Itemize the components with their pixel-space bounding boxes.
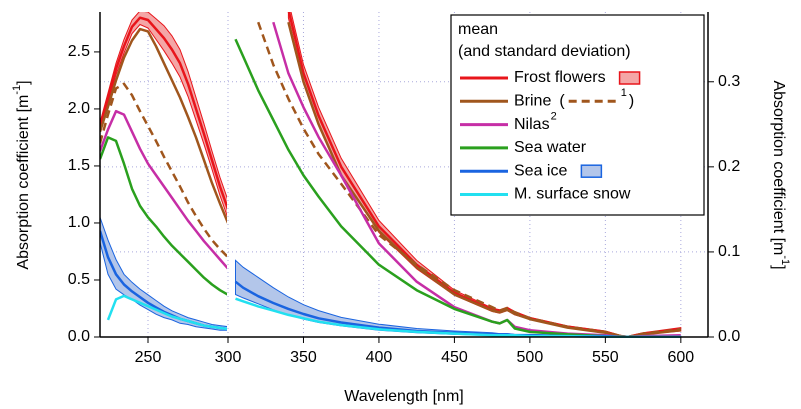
y-tick-label: 1.0 (68, 214, 90, 231)
series-line (100, 27, 227, 224)
x-tick-label: 400 (366, 349, 393, 366)
x-tick-label: 550 (592, 349, 619, 366)
y2-tick-label: 0.1 (718, 243, 740, 260)
y-tick-label: 2.0 (68, 100, 90, 117)
axis-label: Absorption coefficient [m-1] (770, 80, 791, 269)
series-line (100, 136, 227, 296)
x-tick-label: 450 (441, 349, 468, 366)
axis-label: Absorption coefficient [m-1] (11, 80, 32, 269)
x-tick-label: 300 (215, 349, 242, 366)
series-line (257, 21, 681, 338)
series-line (100, 109, 227, 270)
axis-label-text: Absorption coefficient [m (15, 95, 32, 270)
axis-label-exponent: -1 (11, 85, 23, 95)
y-tick-label: 0.5 (68, 271, 90, 288)
y2-tick-label: 0.2 (718, 158, 740, 175)
x-tick-label: 250 (135, 349, 162, 366)
x-tick-label: 600 (667, 349, 694, 366)
y-tick-label: 0.0 (68, 328, 90, 345)
legend-bracket: ( (559, 93, 565, 110)
std-band (235, 259, 682, 338)
left-panel (100, 12, 227, 331)
x-tick-label: 350 (290, 349, 317, 366)
axes: 250 300 0.0 0.5 1.0 1.5 2.0 2.5 Absorption coeff… (11, 12, 791, 405)
axis-label-exponent: -1 (779, 255, 791, 265)
legend-label: Brine (514, 93, 551, 110)
axis-label-text: ] (770, 265, 787, 269)
series-line (106, 294, 227, 331)
x-tick-label: 500 (517, 349, 544, 366)
legend-title: (and standard deviation) (458, 43, 631, 60)
x-axis-label: Wavelength [nm] (344, 388, 463, 405)
y2-tick-label: 0.0 (718, 328, 740, 345)
legend-bracket: ) (629, 93, 634, 110)
axis-label-text: Absorption coefficient [m (770, 80, 787, 255)
y-tick-label: 1.5 (68, 157, 90, 174)
series-line (100, 82, 227, 258)
y-tick-label: 2.5 (68, 43, 90, 60)
legend-label: Sea ice (514, 162, 567, 179)
legend-title: mean (458, 21, 498, 38)
legend-note: 2 (551, 111, 557, 123)
legend-band-swatch (618, 71, 641, 85)
legend: mean (and standard deviation) Frost flower… (450, 14, 705, 216)
legend-band-swatch (580, 164, 603, 178)
legend-label: Sea water (514, 139, 587, 156)
legend-box (450, 14, 705, 216)
series-line (100, 16, 227, 210)
std-band (100, 217, 227, 331)
legend-label: 1 (621, 87, 627, 99)
legend-label: Frost flowers (514, 69, 606, 86)
legend-label: Nilas (514, 116, 550, 133)
std-band (100, 12, 227, 218)
legend-label: M. surface snow (514, 186, 631, 203)
axis-label-text: ] (15, 80, 32, 84)
y2-tick-label: 0.3 (718, 73, 740, 90)
